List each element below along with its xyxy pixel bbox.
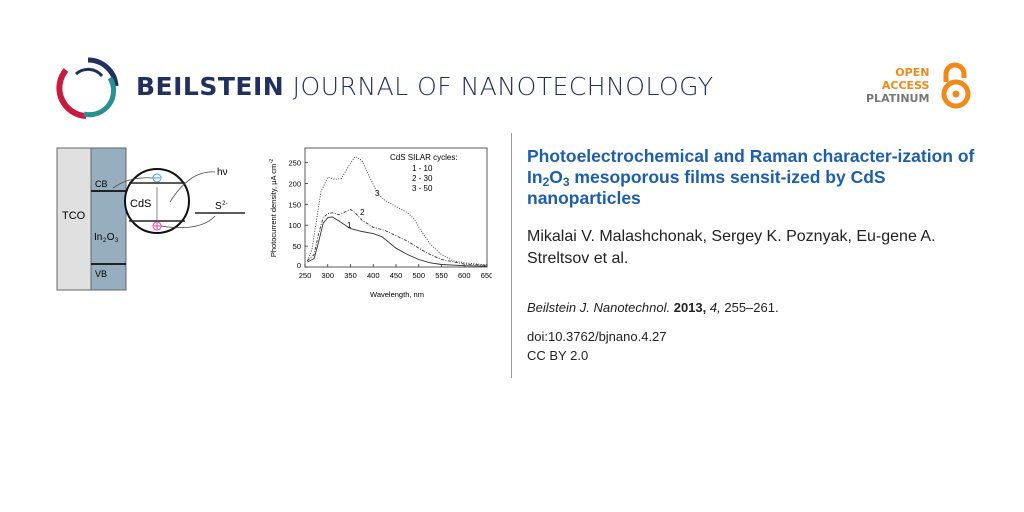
x-tick-label: 450 xyxy=(390,271,403,280)
y-tick-label: 100 xyxy=(288,221,301,230)
legend-entry: 3 - 50 xyxy=(412,184,433,193)
y-tick-label: 50 xyxy=(293,242,301,251)
sulfide-label: S2- xyxy=(215,201,228,212)
journal-logo-icon xyxy=(56,57,119,119)
legend-entry: 1 - 10 xyxy=(412,164,433,173)
series-label: 2 xyxy=(360,208,365,217)
citation: Beilstein J. Nanotechnol. 2013, 4, 255–2… xyxy=(527,300,779,315)
series-label: 3 xyxy=(375,189,380,198)
plot-frame xyxy=(304,147,488,268)
y-tick-label: 150 xyxy=(288,200,301,209)
band-diagram: TCO CB VB In2O3 CdS hν S2- xyxy=(56,147,245,291)
vb-label: VB xyxy=(95,269,107,279)
journal-name: BEILSTEIN JOURNAL OF NANOTECHNOLOGY xyxy=(136,72,714,101)
x-tick-label: 550 xyxy=(435,271,448,280)
cb-label: CB xyxy=(95,179,108,189)
open-access-badge: OPEN ACCESS PLATINUM xyxy=(866,66,930,105)
series-line-2 xyxy=(306,208,488,266)
x-tick-label: 500 xyxy=(412,271,425,280)
article-title[interactable]: Photoelectrochemical and Raman character… xyxy=(527,146,975,208)
photocurrent-chart: 250 300 350 400 450 500 550 600 650 0 50 100 150 200 2… xyxy=(269,147,492,299)
hv-label: hν xyxy=(217,167,228,178)
legend-title: CdS SILAR cycles: xyxy=(390,153,458,162)
legend-entry: 2 - 30 xyxy=(412,174,433,183)
x-tick-label: 350 xyxy=(344,271,357,280)
x-tick-label: 600 xyxy=(458,271,471,280)
open-lock-icon xyxy=(941,62,971,109)
x-tick-label: 300 xyxy=(321,271,334,280)
cds-label: CdS xyxy=(130,198,151,210)
x-tick-label: 650 xyxy=(481,271,492,280)
y-tick-label: 250 xyxy=(288,159,301,168)
tco-label: TCO xyxy=(62,210,86,222)
series-label: 1 xyxy=(347,221,352,230)
license: CC BY 2.0 xyxy=(527,348,589,363)
divider xyxy=(511,133,512,378)
series-line-1 xyxy=(307,216,488,267)
x-tick-label: 400 xyxy=(367,271,380,280)
authors: Mikalai V. Malashchonak, Sergey K. Pozny… xyxy=(527,228,936,267)
x-tick-label: 250 xyxy=(299,271,312,280)
y-axis-label: Photocurrent density, μA cm-2 xyxy=(269,159,278,258)
x-axis-label: Wavelength, nm xyxy=(370,290,424,299)
doi[interactable]: doi:10.3762/bjnano.4.27 xyxy=(527,329,667,344)
in2o3-label: In2O3 xyxy=(94,232,119,244)
y-tick-label: 200 xyxy=(288,179,301,188)
y-tick-label: 0 xyxy=(297,261,301,270)
